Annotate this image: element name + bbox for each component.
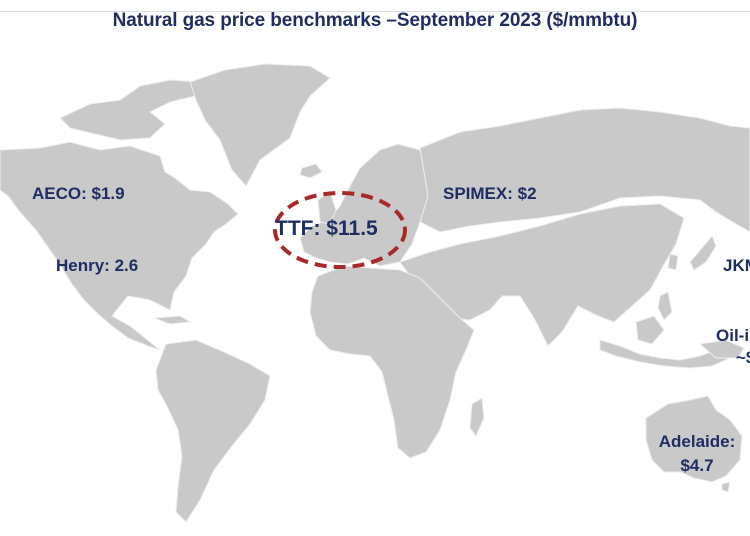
label-spimex: SPIMEX: $2 <box>443 184 537 203</box>
label-oil-indexed-line2: ~$ <box>736 348 750 367</box>
australia <box>645 395 743 483</box>
south-america <box>155 339 271 523</box>
canadian-arctic-islands <box>59 79 201 141</box>
map-title: Natural gas price benchmarks –September … <box>112 10 638 31</box>
label-jkm: JKM <box>723 256 750 275</box>
africa <box>309 265 475 459</box>
label-adelaide-line1: Adelaide: <box>658 432 736 451</box>
korea <box>667 253 679 271</box>
top-divider <box>0 11 750 12</box>
label-aeco: AECO: $1.9 <box>32 184 125 203</box>
borneo <box>635 315 665 345</box>
tasmania <box>721 481 731 493</box>
label-henry: Henry: 2.6 <box>56 256 139 275</box>
new-guinea <box>698 339 745 359</box>
madagascar <box>469 397 485 437</box>
russia <box>419 107 750 233</box>
label-oil-indexed-line1: Oil-i <box>716 326 750 345</box>
caribbean <box>153 315 192 325</box>
label-ttf: TTF: $11.5 <box>275 217 378 240</box>
ttf-highlight-ellipse <box>273 191 407 269</box>
greenland <box>189 63 331 187</box>
japan <box>689 235 717 271</box>
iceland <box>299 163 323 179</box>
north-america <box>0 141 239 351</box>
philippines <box>657 291 673 321</box>
label-adelaide-line2: $4.7 <box>680 456 714 475</box>
